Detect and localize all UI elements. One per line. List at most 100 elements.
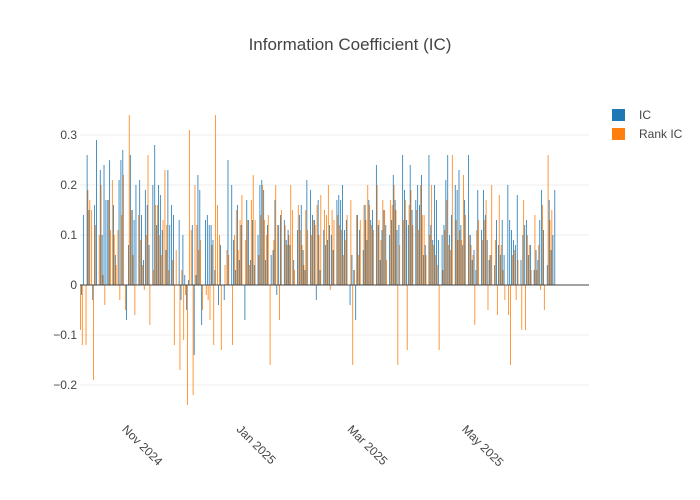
ic-bar[interactable] bbox=[507, 185, 509, 285]
ic-bar[interactable] bbox=[289, 245, 291, 285]
rank-ic-bar[interactable] bbox=[213, 285, 215, 345]
rank-ic-bar[interactable] bbox=[369, 205, 371, 285]
rank-ic-bar[interactable] bbox=[280, 210, 282, 285]
rank-ic-bar[interactable] bbox=[395, 210, 397, 285]
ic-bar[interactable] bbox=[419, 205, 420, 285]
ic-bar[interactable] bbox=[323, 230, 325, 285]
rank-ic-bar[interactable] bbox=[536, 270, 538, 285]
rank-ic-bar[interactable] bbox=[371, 225, 372, 285]
rank-ic-bar[interactable] bbox=[418, 230, 419, 285]
ic-bar[interactable] bbox=[298, 215, 300, 285]
rank-ic-bar[interactable] bbox=[472, 255, 474, 285]
rank-ic-bar[interactable] bbox=[277, 225, 279, 285]
ic-bar[interactable] bbox=[325, 245, 327, 285]
rank-ic-bar[interactable] bbox=[542, 205, 543, 285]
ic-bar[interactable] bbox=[246, 200, 248, 285]
rank-ic-bar[interactable] bbox=[314, 225, 316, 285]
rank-ic-bar[interactable] bbox=[540, 285, 541, 290]
ic-bar[interactable] bbox=[475, 270, 477, 285]
rank-ic-bar[interactable] bbox=[410, 190, 412, 285]
ic-bar[interactable] bbox=[82, 215, 84, 285]
ic-bar[interactable] bbox=[432, 240, 434, 285]
ic-bar[interactable] bbox=[167, 170, 169, 285]
ic-bar[interactable] bbox=[546, 265, 548, 285]
rank-ic-bar[interactable] bbox=[249, 265, 250, 285]
ic-bar[interactable] bbox=[483, 190, 484, 285]
ic-bar[interactable] bbox=[193, 285, 195, 355]
ic-bar[interactable] bbox=[191, 225, 193, 285]
ic-bar[interactable] bbox=[146, 205, 148, 285]
rank-ic-bar[interactable] bbox=[547, 155, 549, 285]
rank-ic-bar[interactable] bbox=[228, 255, 230, 285]
rank-ic-bar[interactable] bbox=[468, 235, 470, 285]
rank-ic-bar[interactable] bbox=[470, 245, 472, 285]
rank-ic-bar[interactable] bbox=[273, 240, 275, 285]
ic-bar[interactable] bbox=[306, 180, 308, 285]
rank-ic-bar[interactable] bbox=[510, 285, 511, 365]
rank-ic-bar[interactable] bbox=[121, 215, 123, 285]
ic-bar[interactable] bbox=[293, 260, 295, 285]
rank-ic-bar[interactable] bbox=[527, 235, 528, 285]
ic-bar[interactable] bbox=[250, 260, 251, 285]
rank-ic-bar[interactable] bbox=[408, 205, 410, 285]
rank-ic-bar[interactable] bbox=[113, 235, 115, 285]
ic-bar[interactable] bbox=[503, 255, 505, 285]
rank-ic-bar[interactable] bbox=[350, 200, 352, 285]
rank-ic-bar[interactable] bbox=[416, 210, 417, 285]
ic-bar[interactable] bbox=[396, 230, 398, 285]
rank-ic-bar[interactable] bbox=[386, 260, 387, 285]
ic-bar[interactable] bbox=[227, 160, 229, 285]
ic-bar[interactable] bbox=[394, 200, 396, 285]
ic-bar[interactable] bbox=[499, 255, 501, 285]
ic-bar[interactable] bbox=[447, 155, 449, 285]
rank-ic-bar[interactable] bbox=[481, 240, 483, 285]
rank-ic-bar[interactable] bbox=[436, 265, 438, 285]
rank-ic-bar[interactable] bbox=[463, 175, 464, 285]
rank-ic-bar[interactable] bbox=[108, 200, 109, 285]
rank-ic-bar[interactable] bbox=[258, 255, 260, 285]
rank-ic-bar[interactable] bbox=[93, 285, 94, 380]
ic-bar[interactable] bbox=[496, 220, 497, 285]
rank-ic-bar[interactable] bbox=[515, 285, 517, 300]
ic-bar[interactable] bbox=[257, 235, 259, 285]
rank-ic-bar[interactable] bbox=[487, 285, 489, 310]
rank-ic-bar[interactable] bbox=[168, 270, 170, 285]
ic-bar[interactable] bbox=[392, 175, 394, 285]
ic-bar[interactable] bbox=[159, 195, 161, 285]
rank-ic-bar[interactable] bbox=[149, 285, 151, 325]
rank-ic-bar[interactable] bbox=[132, 255, 134, 285]
rank-ic-bar[interactable] bbox=[363, 205, 365, 285]
ic-bar[interactable] bbox=[128, 245, 129, 285]
rank-ic-bar[interactable] bbox=[80, 285, 81, 330]
rank-ic-bar[interactable] bbox=[104, 285, 106, 305]
rank-ic-bar[interactable] bbox=[218, 235, 220, 285]
rank-ic-bar[interactable] bbox=[508, 285, 510, 315]
legend-item[interactable]: Rank IC bbox=[612, 127, 683, 141]
ic-bar[interactable] bbox=[315, 285, 317, 300]
rank-ic-bar[interactable] bbox=[491, 185, 493, 285]
rank-ic-bar[interactable] bbox=[373, 230, 374, 285]
ic-bar[interactable] bbox=[94, 205, 96, 285]
ic-bar[interactable] bbox=[430, 225, 432, 285]
ic-bar[interactable] bbox=[218, 285, 219, 305]
rank-ic-bar[interactable] bbox=[455, 220, 457, 285]
rank-ic-bar[interactable] bbox=[534, 215, 536, 285]
rank-ic-bar[interactable] bbox=[365, 220, 367, 285]
rank-ic-bar[interactable] bbox=[528, 245, 530, 285]
rank-ic-bar[interactable] bbox=[326, 215, 327, 285]
rank-ic-bar[interactable] bbox=[431, 185, 433, 285]
rank-ic-bar[interactable] bbox=[393, 185, 395, 285]
ic-bar[interactable] bbox=[456, 190, 458, 285]
ic-bar[interactable] bbox=[488, 260, 490, 285]
ic-bar[interactable] bbox=[548, 200, 550, 285]
ic-bar[interactable] bbox=[366, 240, 368, 285]
rank-ic-bar[interactable] bbox=[378, 220, 380, 285]
rank-ic-bar[interactable] bbox=[442, 270, 444, 285]
rank-ic-bar[interactable] bbox=[247, 220, 248, 285]
rank-ic-bar[interactable] bbox=[352, 285, 354, 365]
rank-ic-bar[interactable] bbox=[483, 220, 485, 285]
ic-bar[interactable] bbox=[469, 235, 471, 285]
ic-bar[interactable] bbox=[344, 230, 345, 285]
ic-bar[interactable] bbox=[332, 250, 334, 285]
ic-bar[interactable] bbox=[143, 260, 144, 285]
